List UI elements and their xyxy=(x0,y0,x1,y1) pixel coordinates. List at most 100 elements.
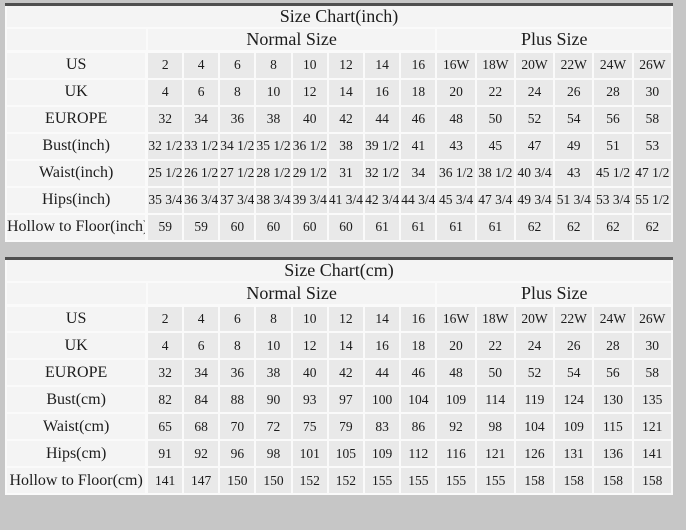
table-title: Size Chart(inch) xyxy=(5,3,673,29)
row-label: Hollow to Floor(inch) xyxy=(5,212,149,242)
size-value-cell: 26 xyxy=(553,331,595,360)
size-value-cell: 33 1/2 xyxy=(182,131,221,161)
size-value-cell: 41 xyxy=(399,131,438,161)
size-value-cell: 32 1/2 xyxy=(363,158,402,188)
size-value-cell: 16 xyxy=(363,331,402,360)
size-value-cell: 24W xyxy=(592,50,634,80)
size-value-cell: 61 xyxy=(435,212,477,242)
group-header-plus: Plus Size xyxy=(435,280,673,307)
table-title-row: Size Chart(cm) xyxy=(5,257,673,283)
size-value-cell: 12 xyxy=(290,331,329,360)
size-value-cell: 38 3/4 xyxy=(254,185,293,215)
size-value-cell: 155 xyxy=(399,466,438,495)
table-row: Bust(inch) 32 1/2 33 1/2 34 1/2 35 1/2 36 1/2… xyxy=(5,131,674,161)
size-value-cell: 53 xyxy=(631,131,674,161)
size-value-cell: 14 xyxy=(326,331,366,360)
size-value-cell: 50 xyxy=(474,104,516,134)
size-value-cell: 8 xyxy=(218,331,257,360)
size-value-cell: 60 xyxy=(218,212,257,242)
size-value-cell: 37 3/4 xyxy=(218,185,257,215)
size-value-cell: 20 xyxy=(435,77,477,107)
size-value-cell: 4 xyxy=(145,331,185,360)
size-value-cell: 115 xyxy=(592,412,634,441)
size-value-cell: 126 xyxy=(513,439,556,468)
row-label: EUROPE xyxy=(5,104,149,134)
table-row: UK 4 6 8 10 12 14 16 18 20 22 24 26 28 30 xyxy=(5,77,674,107)
size-value-cell: 55 1/2 xyxy=(631,185,674,215)
size-value-cell: 2 xyxy=(145,304,185,333)
size-value-cell: 36 1/2 xyxy=(290,131,329,161)
size-value-cell: 45 xyxy=(474,131,516,161)
size-value-cell: 28 xyxy=(592,77,634,107)
size-value-cell: 52 xyxy=(513,358,556,387)
size-value-cell: 49 3/4 xyxy=(513,185,556,215)
row-label: US xyxy=(5,50,149,80)
size-value-cell: 135 xyxy=(631,385,674,414)
size-value-cell: 141 xyxy=(145,466,185,495)
size-value-cell: 10 xyxy=(254,77,293,107)
size-value-cell: 18W xyxy=(474,50,516,80)
size-value-cell: 88 xyxy=(218,385,257,414)
size-value-cell: 4 xyxy=(182,304,221,333)
size-value-cell: 40 xyxy=(290,104,329,134)
size-value-cell: 16 xyxy=(363,77,402,107)
size-value-cell: 27 1/2 xyxy=(218,158,257,188)
size-value-cell: 6 xyxy=(218,50,257,80)
size-value-cell: 116 xyxy=(435,439,477,468)
table-row: Bust(cm) 82 84 88 90 93 97 100 104 109 114 119 124 13… xyxy=(5,385,674,414)
size-value-cell: 38 xyxy=(254,358,293,387)
size-value-cell: 38 xyxy=(326,131,366,161)
size-value-cell: 22W xyxy=(553,304,595,333)
size-value-cell: 56 xyxy=(592,104,634,134)
size-value-cell: 98 xyxy=(254,439,293,468)
size-value-cell: 70 xyxy=(218,412,257,441)
table-row: Hips(cm) 91 92 96 98 101 105 109 112 116 121 126 131… xyxy=(5,439,674,468)
size-value-cell: 93 xyxy=(290,385,329,414)
size-value-cell: 42 xyxy=(326,358,366,387)
size-value-cell: 35 1/2 xyxy=(254,131,293,161)
size-value-cell: 60 xyxy=(326,212,366,242)
table-row: US 2 4 6 8 10 12 14 16 16W 18W 20W 22W 24W 26W xyxy=(5,50,674,80)
size-value-cell: 39 1/2 xyxy=(363,131,402,161)
size-value-cell: 42 3/4 xyxy=(363,185,402,215)
table-title: Size Chart(cm) xyxy=(5,257,673,283)
size-value-cell: 62 xyxy=(592,212,634,242)
size-value-cell: 29 1/2 xyxy=(290,158,329,188)
size-value-cell: 82 xyxy=(145,385,185,414)
size-value-cell: 105 xyxy=(326,439,366,468)
size-value-cell: 44 3/4 xyxy=(399,185,438,215)
row-label: Hips(cm) xyxy=(5,439,149,468)
size-value-cell: 36 3/4 xyxy=(182,185,221,215)
size-value-cell: 16W xyxy=(435,304,477,333)
size-value-cell: 114 xyxy=(474,385,516,414)
size-value-cell: 44 xyxy=(363,104,402,134)
size-value-cell: 100 xyxy=(363,385,402,414)
size-value-cell: 10 xyxy=(290,50,329,80)
size-value-cell: 30 xyxy=(631,77,674,107)
row-label: UK xyxy=(5,77,149,107)
size-value-cell: 24 xyxy=(513,331,556,360)
size-value-cell: 34 xyxy=(182,358,221,387)
size-value-cell: 52 xyxy=(513,104,556,134)
size-value-cell: 104 xyxy=(399,385,438,414)
size-value-cell: 26W xyxy=(631,304,674,333)
size-value-cell: 41 3/4 xyxy=(326,185,366,215)
size-chart-table: Size Chart(inch) Normal Size Plus Size U… xyxy=(5,3,674,242)
size-value-cell: 158 xyxy=(631,466,674,495)
column-group-row: Normal Size Plus Size xyxy=(5,27,673,53)
size-value-cell: 24W xyxy=(592,304,634,333)
size-value-cell: 12 xyxy=(290,77,329,107)
size-value-cell: 58 xyxy=(631,104,674,134)
size-value-cell: 22 xyxy=(474,331,516,360)
size-value-cell: 61 xyxy=(474,212,516,242)
size-value-cell: 155 xyxy=(435,466,477,495)
size-charts: Size Chart(inch) Normal Size Plus Size U… xyxy=(5,3,674,495)
table-row: Hollow to Floor(inch) 59 59 60 60 60 60 61 61 61 6… xyxy=(5,212,674,242)
size-value-cell: 158 xyxy=(513,466,556,495)
size-value-cell: 32 xyxy=(145,104,185,134)
size-value-cell: 109 xyxy=(435,385,477,414)
size-value-cell: 152 xyxy=(290,466,329,495)
group-header-plus: Plus Size xyxy=(435,27,673,53)
size-value-cell: 20W xyxy=(513,304,556,333)
size-value-cell: 59 xyxy=(182,212,221,242)
